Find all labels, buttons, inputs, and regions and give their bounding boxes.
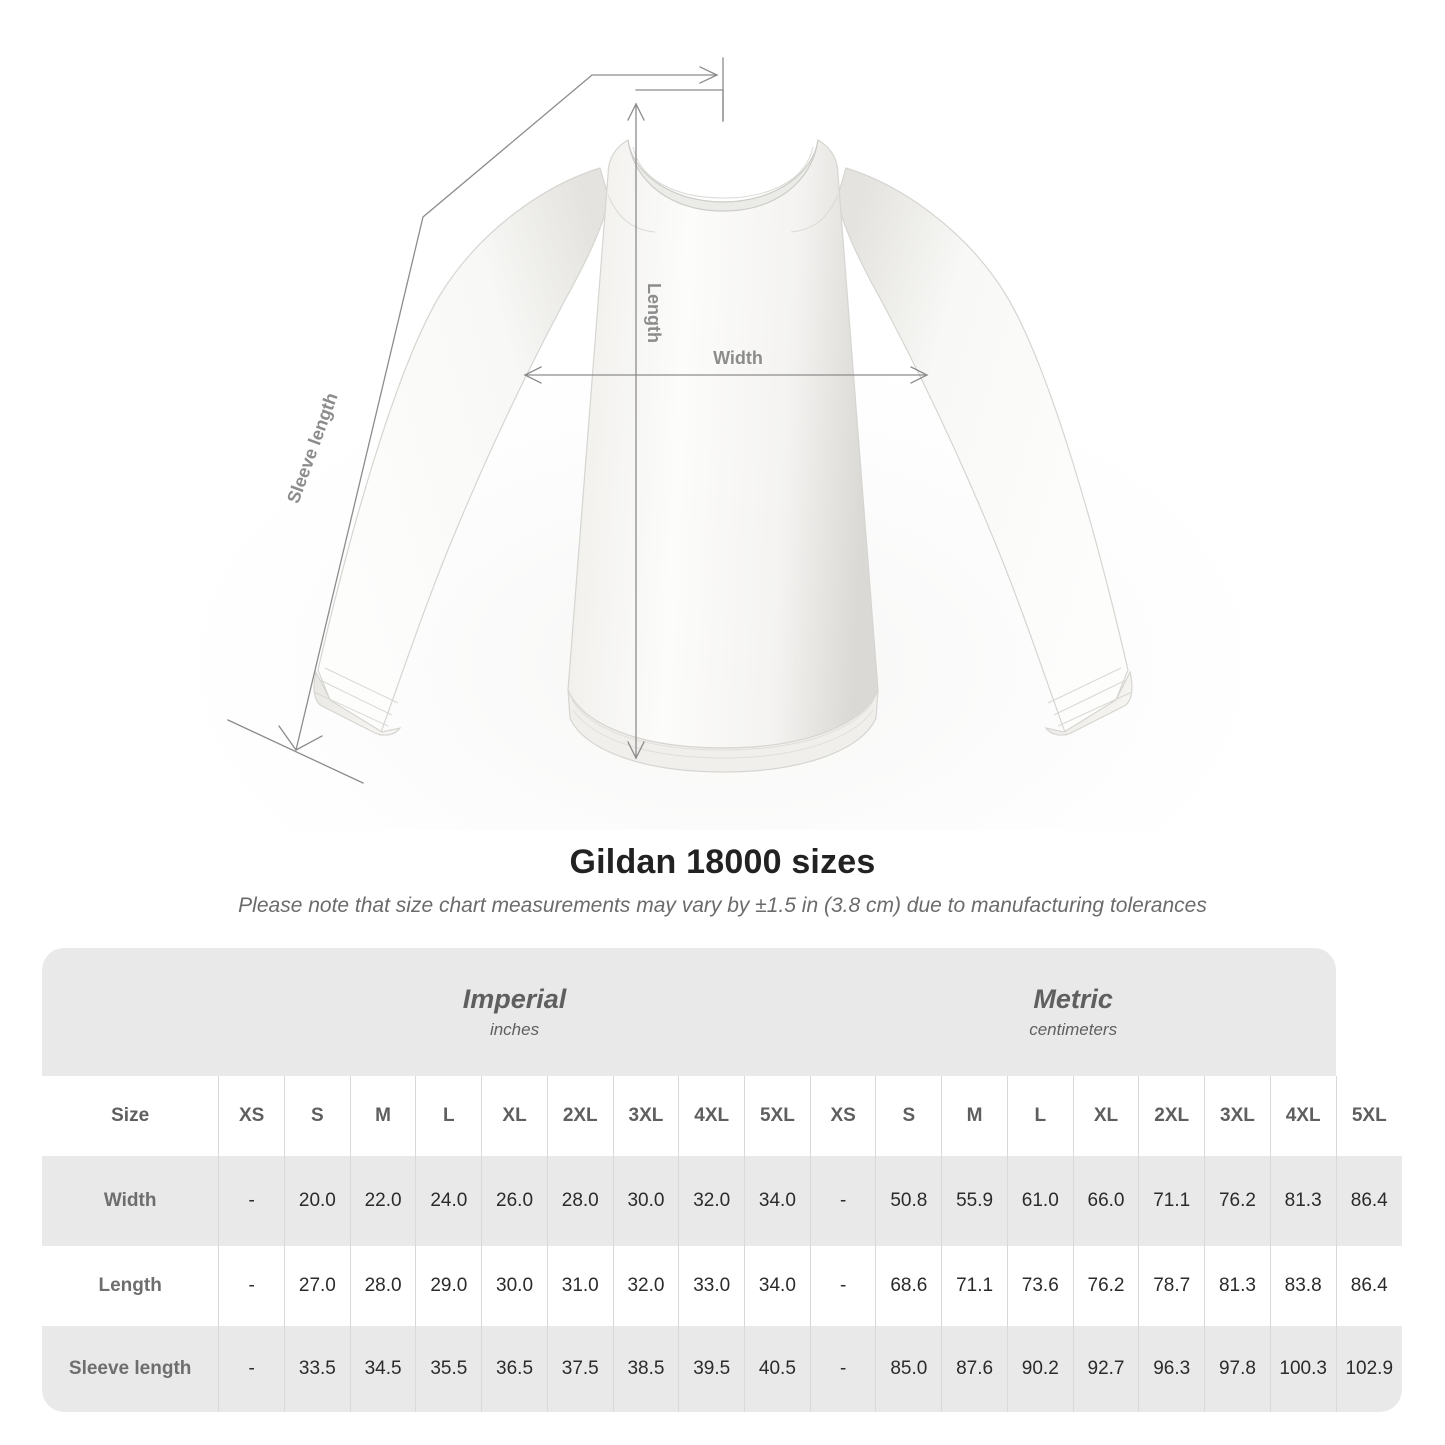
svg-text:Length: Length <box>644 283 664 343</box>
svg-text:Width: Width <box>713 348 763 368</box>
